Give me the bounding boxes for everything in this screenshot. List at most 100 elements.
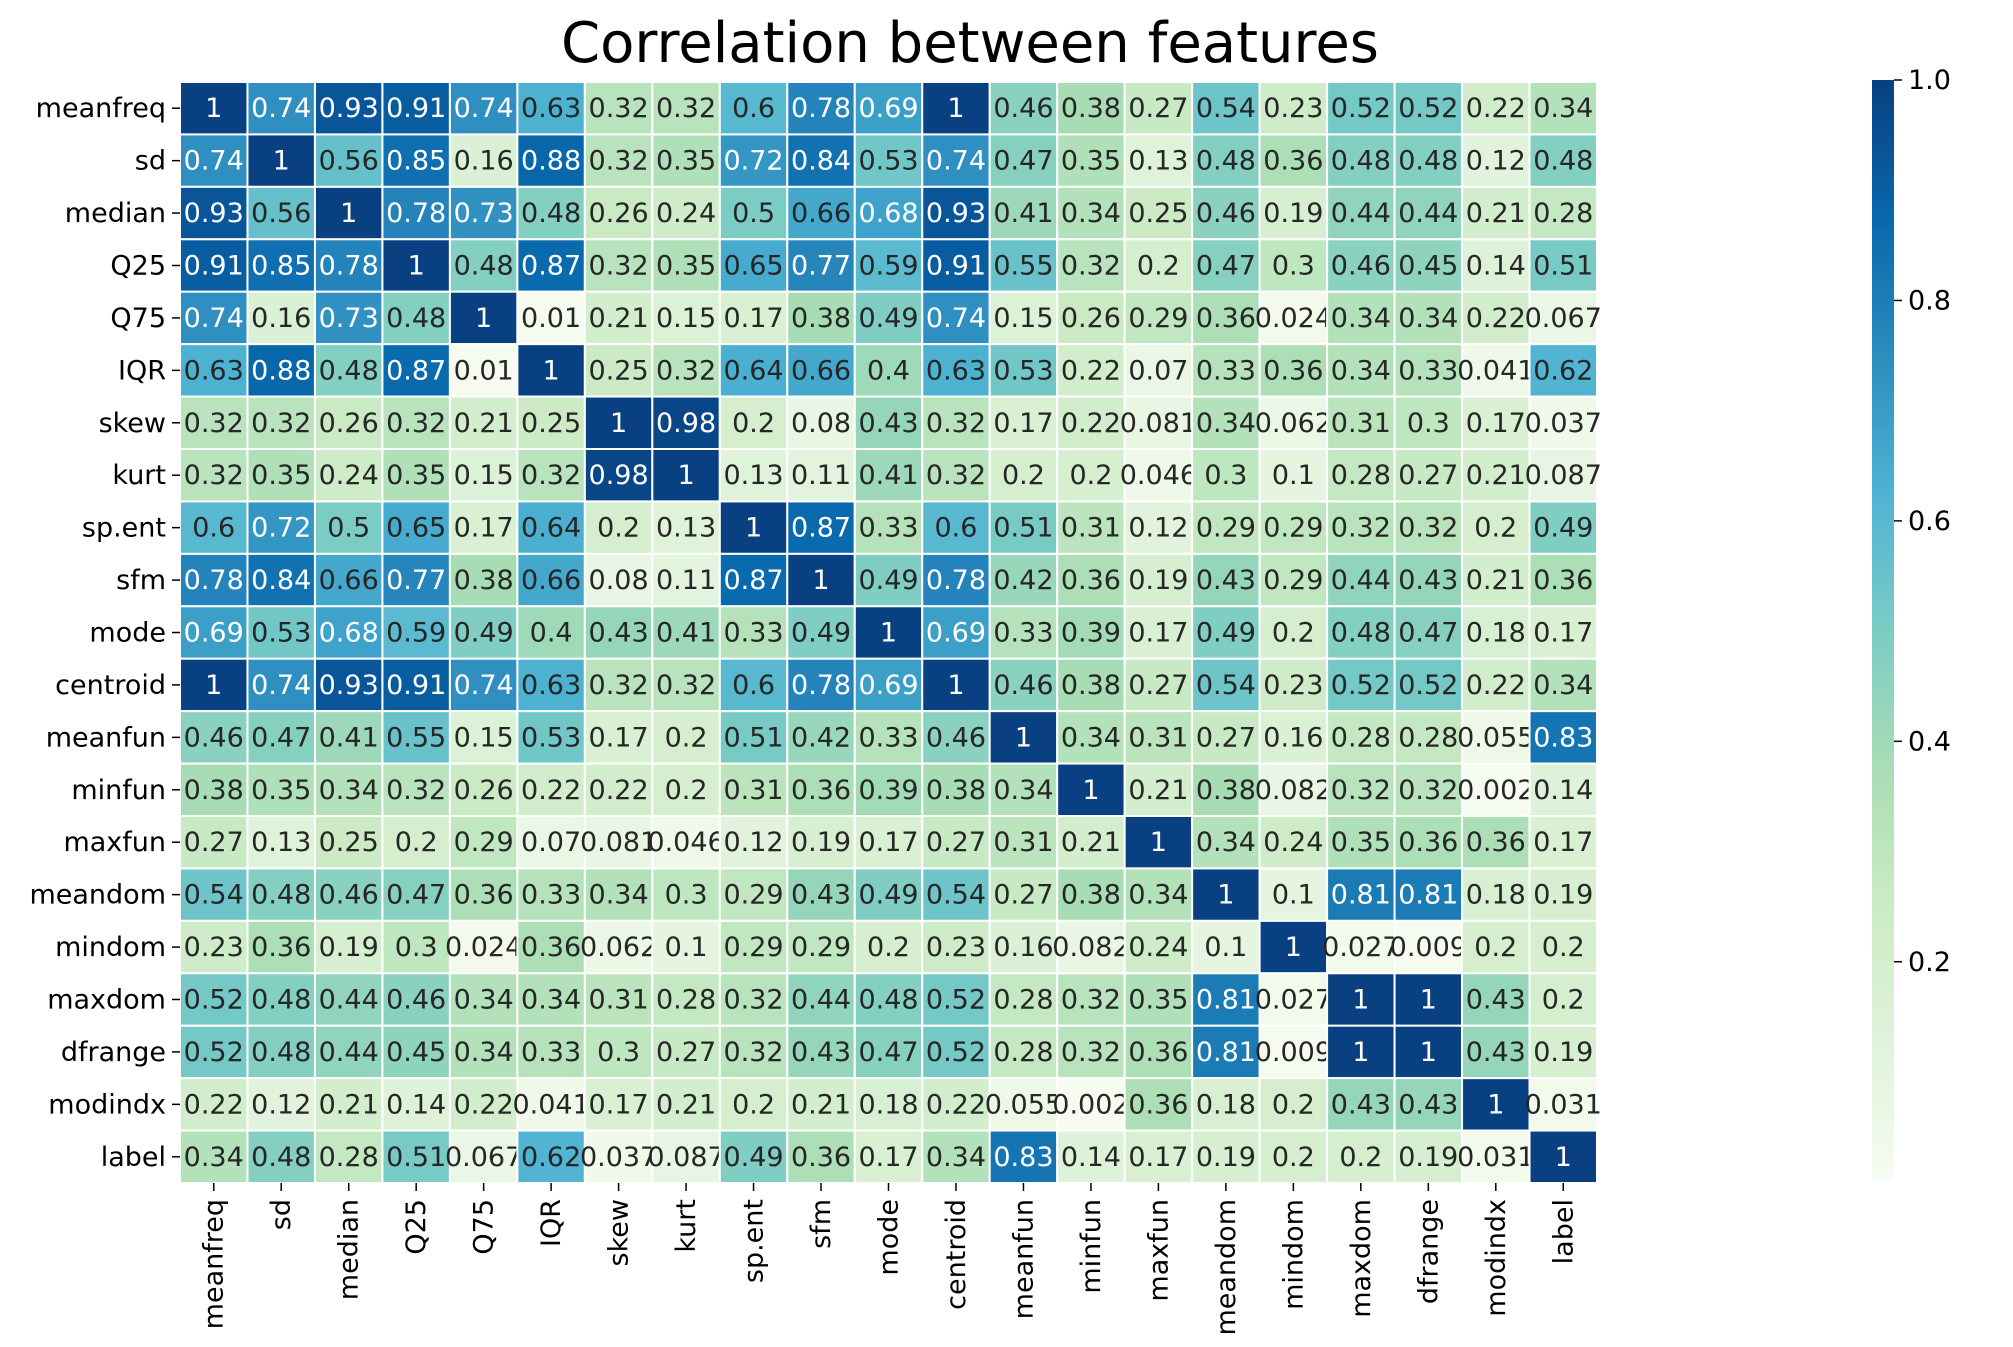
heatmap-cells: 1 0.74 0.93 0.91 0.74 0.63 0.32 0.32 0.6 0.78 0.69… <box>179 81 1602 1184</box>
heatmap-cell <box>651 448 721 503</box>
heatmap-cell <box>179 1077 249 1132</box>
heatmap-cell <box>718 919 789 975</box>
heatmap-cell-label: 0.38 <box>1196 775 1256 806</box>
heatmap-cell <box>1056 185 1126 241</box>
heatmap-cell <box>246 448 316 503</box>
heatmap-cell-label: 0.43 <box>1466 985 1526 1016</box>
heatmap-cell <box>718 815 789 870</box>
heatmap-cell <box>921 1077 991 1132</box>
heatmap-cell-label: 0.34 <box>319 775 379 806</box>
heatmap-cell <box>1326 1024 1396 1080</box>
heatmap-cell <box>1123 762 1194 817</box>
heatmap-cell-label: 1 <box>812 565 829 596</box>
heatmap-cell <box>1258 605 1329 660</box>
heatmap-cell <box>853 343 924 398</box>
colorbar-tick-label: 0.2 <box>1908 947 1951 978</box>
heatmap-cell-label: 0.17 <box>589 722 649 753</box>
heatmap-cell <box>246 395 316 451</box>
heatmap-cell <box>1123 343 1194 398</box>
heatmap-cell-label: 0.28 <box>656 985 716 1016</box>
heatmap-cell <box>1191 815 1261 870</box>
heatmap-cell-label: 1 <box>1420 1037 1437 1068</box>
heatmap-cell <box>853 815 924 870</box>
heatmap-cell <box>921 1129 991 1184</box>
heatmap-cell-label: 0.62 <box>1533 355 1593 386</box>
heatmap-cell-label: 0.23 <box>1263 93 1323 124</box>
heatmap-cell-label: 0.98 <box>589 460 649 491</box>
heatmap-cell <box>1528 710 1598 765</box>
heatmap-cell <box>1461 81 1531 136</box>
heatmap-cell-label: 0.21 <box>1466 198 1526 229</box>
heatmap-cell-label: 0.63 <box>521 93 581 124</box>
heatmap-cell <box>1528 815 1598 870</box>
heatmap-cell <box>1326 867 1396 922</box>
heatmap-cell-label: 0.32 <box>1398 513 1458 544</box>
heatmap-cell-label: 0.48 <box>251 1142 311 1173</box>
heatmap-cell-label: 0.98 <box>656 408 716 439</box>
heatmap-cell <box>921 81 991 136</box>
heatmap-cell <box>1258 185 1329 241</box>
heatmap-cell <box>1393 185 1464 241</box>
heatmap-cell-label: 0.26 <box>589 198 649 229</box>
heatmap-cell <box>718 185 789 241</box>
heatmap-cell-label: 1 <box>947 93 964 124</box>
heatmap-cell-label: 0.55 <box>993 251 1053 282</box>
heatmap-cell-label: 0.27 <box>656 1037 716 1068</box>
heatmap-cell-label: 0.21 <box>1128 775 1188 806</box>
heatmap-cell-label: 0.046 <box>647 827 724 858</box>
heatmap-cell <box>1326 1129 1396 1184</box>
heatmap-cell-label: 0.47 <box>251 722 311 753</box>
heatmap-cell-label: 0.28 <box>1398 722 1458 753</box>
heatmap-cell-label: 0.32 <box>723 1037 783 1068</box>
heatmap-cell-label: 0.33 <box>723 618 783 649</box>
heatmap-cell <box>1461 605 1531 660</box>
heatmap-cell-label: 0.35 <box>1061 146 1121 177</box>
heatmap-cell-label: 0.45 <box>1398 251 1458 282</box>
heatmap-cell <box>1258 81 1329 136</box>
heatmap-cell <box>448 815 519 870</box>
heatmap-cell-label: 0.22 <box>184 1089 244 1120</box>
heatmap-cell <box>921 762 991 817</box>
heatmap-cell-label: 1 <box>1217 880 1234 911</box>
heatmap-cell-label: 0.36 <box>521 932 581 963</box>
heatmap-cell-label: 0.38 <box>184 775 244 806</box>
heatmap-cell-label: 0.34 <box>1128 880 1188 911</box>
heatmap-cell-label: 0.38 <box>1061 670 1121 701</box>
heatmap-cell-label: 0.19 <box>319 932 379 963</box>
heatmap-cell <box>516 605 586 660</box>
heatmap-cell <box>1056 500 1126 555</box>
heatmap-cell <box>448 552 519 608</box>
heatmap-cell-label: 0.32 <box>521 460 581 491</box>
heatmap-cell <box>786 343 856 398</box>
heatmap-cell-label: 0.087 <box>1525 460 1602 491</box>
heatmap-cell <box>786 500 856 555</box>
heatmap-cell-label: 0.48 <box>251 880 311 911</box>
heatmap-cell-label: 0.22 <box>454 1089 514 1120</box>
heatmap-cell-label: 0.43 <box>791 880 851 911</box>
heatmap-cell-label: 0.36 <box>454 880 514 911</box>
heatmap-cell-label: 0.24 <box>1128 932 1188 963</box>
heatmap-cell-label: 0.34 <box>1533 93 1593 124</box>
heatmap-cell <box>1528 290 1598 346</box>
heatmap-cell-label: 0.41 <box>858 460 918 491</box>
heatmap-cell-label: 0.44 <box>791 985 851 1016</box>
heatmap-cell <box>651 1129 721 1184</box>
heatmap-cell-label: 0.2 <box>597 513 640 544</box>
heatmap-cell-label: 0.35 <box>656 146 716 177</box>
heatmap-cell-label: 0.32 <box>589 146 649 177</box>
heatmap-cell-label: 0.62 <box>521 1142 581 1173</box>
heatmap-cell-label: 0.22 <box>521 775 581 806</box>
heatmap-cell-label: 0.49 <box>858 303 918 334</box>
x-tick-label: label <box>1548 1199 1579 1264</box>
heatmap-cell <box>381 972 451 1027</box>
heatmap-cell-label: 0.41 <box>993 198 1053 229</box>
heatmap-cell <box>313 448 384 503</box>
heatmap-cell-label: 0.88 <box>251 355 311 386</box>
heatmap-cell <box>1528 867 1598 922</box>
heatmap-cell <box>448 500 519 555</box>
heatmap-cell-label: 0.38 <box>791 303 851 334</box>
heatmap-cell-label: 0.36 <box>251 932 311 963</box>
heatmap-cell-label: 0.69 <box>926 618 986 649</box>
heatmap-cell <box>1056 710 1126 765</box>
heatmap-cell <box>651 867 721 922</box>
